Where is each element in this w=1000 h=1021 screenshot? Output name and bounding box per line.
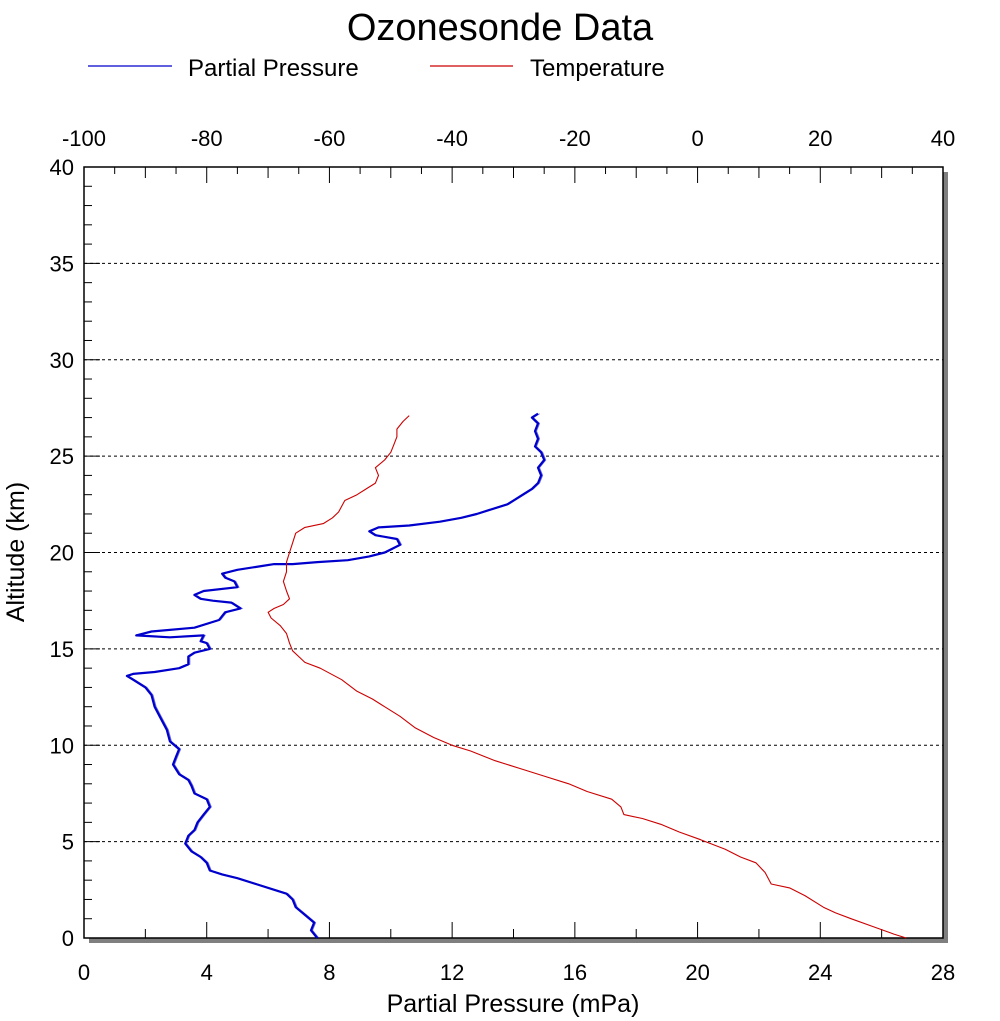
x-top-tick-label: -40 xyxy=(436,126,468,151)
x-bottom-tick-label: 0 xyxy=(78,960,90,985)
ticks: 0 5 10 15 20 25 30 35 40 0 4 8 12 16 20 24 28 -100 -80 -60 -… xyxy=(50,126,956,985)
series-temperature xyxy=(267,415,907,939)
y-tick-label: 5 xyxy=(62,830,74,855)
y-tick-label: 10 xyxy=(50,733,74,758)
legend-label-temperature: Temperature xyxy=(530,55,665,82)
x-bottom-tick-label: 4 xyxy=(201,960,213,985)
x-top-tick-label: -20 xyxy=(559,126,591,151)
x-top-tick-label: 0 xyxy=(691,126,703,151)
x-axis-title: Partial Pressure (mPa) xyxy=(387,990,640,1018)
y-tick-label: 15 xyxy=(50,637,74,662)
x-top-tick-label: 20 xyxy=(808,126,832,151)
x-top-tick-label: -100 xyxy=(62,126,106,151)
y-tick-label: 0 xyxy=(62,926,74,951)
y-tick-label: 25 xyxy=(50,444,74,469)
y-tick-label: 20 xyxy=(50,541,74,566)
y-tick-label: 35 xyxy=(50,251,74,276)
x-bottom-tick-label: 24 xyxy=(808,960,832,985)
chart-title: Ozonesonde Data xyxy=(347,7,654,49)
x-bottom-tick-label: 20 xyxy=(685,960,709,985)
x-top-tick-label: 40 xyxy=(931,126,955,151)
series-line xyxy=(267,415,907,939)
series-partial-pressure xyxy=(125,412,547,939)
y-axis-title: Altitude (km) xyxy=(2,482,30,622)
x-top-tick-label: -60 xyxy=(314,126,346,151)
grid xyxy=(84,262,943,843)
y-tick-label: 40 xyxy=(50,155,74,180)
series-line-shadow xyxy=(127,413,547,939)
x-bottom-tick-label: 12 xyxy=(440,960,464,985)
y-tick-label: 30 xyxy=(50,348,74,373)
series-layer xyxy=(125,412,907,939)
x-bottom-tick-label: 28 xyxy=(931,960,955,985)
x-bottom-tick-label: 8 xyxy=(323,960,335,985)
legend: Partial Pressure Temperature xyxy=(88,55,665,82)
x-bottom-tick-label: 16 xyxy=(563,960,587,985)
legend-label-partial-pressure: Partial Pressure xyxy=(188,55,359,82)
x-top-tick-label: -80 xyxy=(191,126,223,151)
